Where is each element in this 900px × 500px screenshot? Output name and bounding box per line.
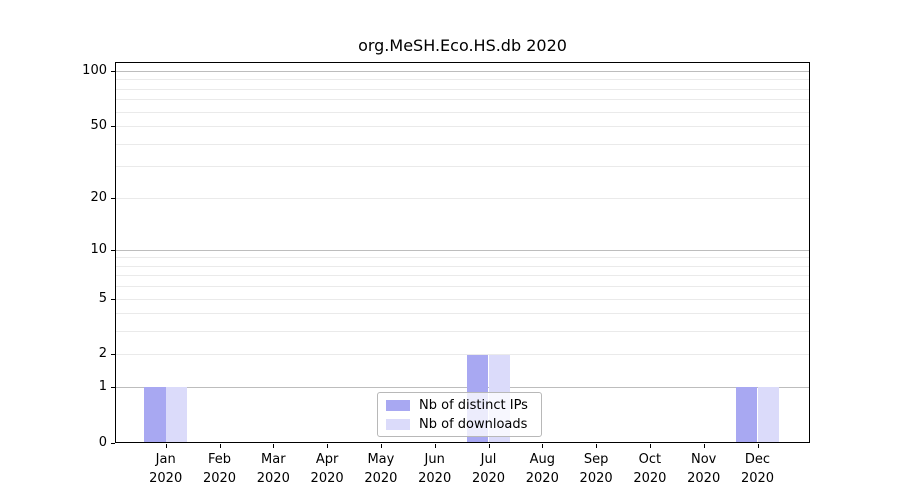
x-tick-mark bbox=[273, 444, 275, 448]
x-tick-label: Oct 2020 bbox=[633, 452, 667, 486]
y-tick-label: 1 bbox=[98, 379, 107, 394]
x-tick-label: Apr 2020 bbox=[310, 452, 344, 486]
x-tick-mark bbox=[703, 444, 705, 448]
x-tick-label: Nov 2020 bbox=[687, 452, 721, 486]
minor-gridline bbox=[116, 79, 809, 80]
major-gridline bbox=[116, 71, 809, 72]
chart-title: org.MeSH.Eco.HS.db 2020 bbox=[358, 36, 567, 55]
minor-gridline bbox=[116, 286, 809, 287]
minor-gridline bbox=[116, 126, 809, 127]
plot-area bbox=[115, 62, 810, 443]
x-tick-mark bbox=[649, 444, 651, 448]
minor-gridline bbox=[116, 198, 809, 199]
y-tick-mark bbox=[111, 126, 115, 127]
legend: Nb of distinct IPs Nb of downloads bbox=[377, 392, 542, 437]
x-tick-mark bbox=[542, 444, 544, 448]
y-tick-mark bbox=[111, 387, 115, 388]
y-tick-label: 50 bbox=[90, 118, 107, 133]
x-tick-label: Feb 2020 bbox=[202, 452, 237, 486]
x-tick-mark bbox=[434, 444, 436, 448]
major-gridline bbox=[116, 387, 809, 388]
y-tick-mark bbox=[111, 443, 115, 444]
y-tick-label: 2 bbox=[98, 346, 107, 361]
legend-item-downloads: Nb of downloads bbox=[378, 415, 541, 433]
y-tick-mark bbox=[111, 198, 115, 199]
x-tick-label: May 2020 bbox=[364, 452, 398, 486]
minor-gridline bbox=[116, 313, 809, 314]
x-tick-label: Mar 2020 bbox=[256, 452, 290, 486]
minor-gridline bbox=[116, 166, 809, 167]
minor-gridline bbox=[116, 89, 809, 90]
x-tick-mark bbox=[327, 444, 329, 448]
y-tick-label: 5 bbox=[98, 291, 107, 306]
x-tick-label: Aug 2020 bbox=[525, 452, 559, 486]
legend-item-distinct-ips: Nb of distinct IPs bbox=[378, 396, 541, 414]
x-tick-mark bbox=[488, 444, 490, 448]
bar-distinct-ips bbox=[735, 387, 758, 442]
major-gridline bbox=[116, 250, 809, 251]
y-tick-mark bbox=[111, 71, 115, 72]
minor-gridline bbox=[116, 257, 809, 258]
x-tick-label: Sep 2020 bbox=[579, 452, 613, 486]
x-tick-mark bbox=[380, 444, 382, 448]
y-tick-label: 10 bbox=[90, 242, 107, 257]
x-tick-mark bbox=[757, 444, 759, 448]
bar-downloads bbox=[757, 387, 780, 442]
x-tick-label: Jun 2020 bbox=[418, 452, 452, 486]
legend-swatch-distinct-ips-icon bbox=[386, 399, 410, 411]
bar-downloads bbox=[165, 387, 188, 442]
y-tick-mark bbox=[111, 250, 115, 251]
bar-distinct-ips bbox=[144, 387, 166, 442]
minor-gridline bbox=[116, 144, 809, 145]
x-tick-label: Jan 2020 bbox=[149, 452, 183, 486]
y-tick-mark bbox=[111, 299, 115, 300]
y-tick-label: 20 bbox=[90, 190, 107, 205]
minor-gridline bbox=[116, 112, 809, 113]
legend-label-distinct-ips: Nb of distinct IPs bbox=[419, 397, 528, 413]
x-tick-mark bbox=[219, 444, 221, 448]
minor-gridline bbox=[116, 275, 809, 276]
minor-gridline bbox=[116, 99, 809, 100]
minor-gridline bbox=[116, 331, 809, 332]
legend-label-downloads: Nb of downloads bbox=[419, 416, 528, 432]
x-tick-mark bbox=[165, 444, 167, 448]
x-tick-label: Jul 2020 bbox=[471, 452, 506, 486]
y-tick-label: 100 bbox=[82, 63, 107, 78]
y-tick-label: 0 bbox=[98, 435, 107, 450]
minor-gridline bbox=[116, 354, 809, 355]
minor-gridline bbox=[116, 266, 809, 267]
x-tick-mark bbox=[596, 444, 598, 448]
legend-swatch-downloads-icon bbox=[386, 418, 410, 430]
minor-gridline bbox=[116, 299, 809, 300]
y-tick-mark bbox=[111, 354, 115, 355]
x-tick-label: Dec 2020 bbox=[740, 452, 775, 486]
